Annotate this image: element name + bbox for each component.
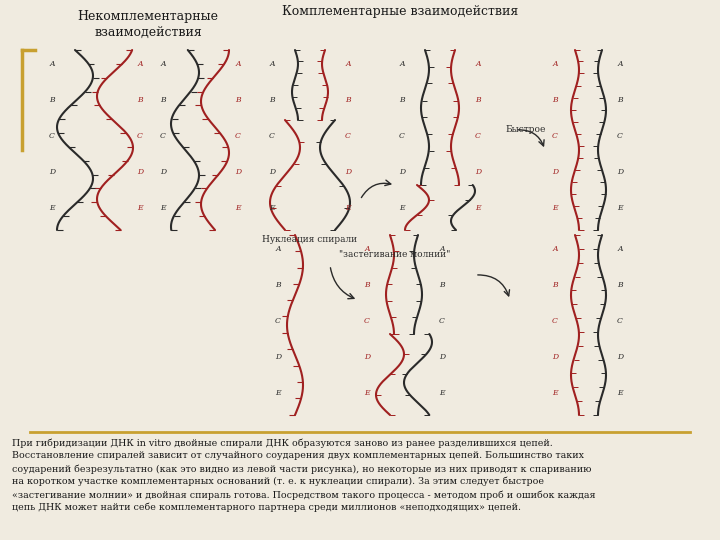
Text: B: B: [235, 97, 240, 104]
Text: D: D: [617, 168, 623, 177]
Text: C: C: [399, 132, 405, 140]
Text: соударений безрезультатно (как это видно из левой части рисунка), но некоторые и: соударений безрезультатно (как это видно…: [12, 464, 591, 474]
Text: A: A: [617, 60, 623, 69]
Text: "застегивание молнии": "застегивание молнии": [339, 250, 451, 259]
Text: B: B: [275, 281, 281, 289]
Text: E: E: [617, 205, 623, 212]
Text: При гибридизации ДНК in vitro двойные спирали ДНК образуются заново из ранее раз: При гибридизации ДНК in vitro двойные сп…: [12, 438, 553, 448]
Text: E: E: [552, 389, 558, 397]
Text: Комплементарные взаимодействия: Комплементарные взаимодействия: [282, 5, 518, 18]
Text: E: E: [439, 389, 445, 397]
Text: C: C: [275, 318, 281, 326]
Text: C: C: [269, 132, 275, 140]
Text: E: E: [475, 205, 481, 212]
Text: B: B: [269, 97, 275, 104]
Text: B: B: [475, 97, 481, 104]
Text: A: A: [346, 60, 351, 69]
Text: D: D: [364, 353, 370, 361]
Text: B: B: [617, 281, 623, 289]
Text: B: B: [399, 97, 405, 104]
Text: D: D: [235, 168, 241, 177]
Text: C: C: [552, 318, 558, 326]
Text: на коротком участке комплементарных оснований (т. е. к нуклеации спирали). За эт: на коротком участке комплементарных осно…: [12, 477, 544, 487]
Text: D: D: [137, 168, 143, 177]
Text: A: A: [138, 60, 143, 69]
Text: C: C: [617, 318, 623, 326]
Text: C: C: [617, 132, 623, 140]
Text: A: A: [49, 60, 55, 69]
Text: D: D: [345, 168, 351, 177]
Text: C: C: [552, 132, 558, 140]
Text: D: D: [49, 168, 55, 177]
Text: E: E: [269, 205, 275, 212]
Text: B: B: [364, 281, 370, 289]
Text: Нуклеация спирали: Нуклеация спирали: [262, 235, 358, 244]
Text: D: D: [269, 168, 275, 177]
Text: A: A: [269, 60, 275, 69]
Text: E: E: [345, 205, 351, 212]
Text: E: E: [235, 205, 240, 212]
Text: D: D: [617, 353, 623, 361]
Text: Восстановление спиралей зависит от случайного соударения двух комплементарных це: Восстановление спиралей зависит от случа…: [12, 451, 584, 460]
Text: E: E: [552, 205, 558, 212]
Text: A: A: [364, 245, 370, 253]
Text: D: D: [552, 353, 558, 361]
Text: B: B: [138, 97, 143, 104]
Text: E: E: [138, 205, 143, 212]
Text: D: D: [439, 353, 445, 361]
Text: цепь ДНК может найти себе комплементарного партнера среди миллионов «неподходящи: цепь ДНК может найти себе комплементарно…: [12, 503, 521, 512]
Text: B: B: [160, 97, 166, 104]
Text: B: B: [345, 97, 351, 104]
Text: A: A: [161, 60, 166, 69]
Text: D: D: [399, 168, 405, 177]
Text: B: B: [617, 97, 623, 104]
Text: B: B: [439, 281, 445, 289]
Text: C: C: [364, 318, 370, 326]
Text: E: E: [49, 205, 55, 212]
Text: Быстрое: Быстрое: [505, 125, 545, 134]
Text: D: D: [160, 168, 166, 177]
Text: B: B: [552, 97, 558, 104]
Text: E: E: [617, 389, 623, 397]
Text: C: C: [475, 132, 481, 140]
Text: A: A: [552, 60, 558, 69]
Text: C: C: [160, 132, 166, 140]
Text: «застегивание молнии» и двойная спираль готова. Посредством такого процесса - ме: «застегивание молнии» и двойная спираль …: [12, 490, 595, 500]
Text: Некомплементарные
взаимодействия: Некомплементарные взаимодействия: [78, 10, 218, 39]
Text: A: A: [235, 60, 240, 69]
Text: E: E: [399, 205, 405, 212]
Text: E: E: [160, 205, 166, 212]
Text: D: D: [552, 168, 558, 177]
Text: A: A: [552, 245, 558, 253]
Text: A: A: [400, 60, 405, 69]
Text: C: C: [439, 318, 445, 326]
Text: C: C: [49, 132, 55, 140]
Text: A: A: [475, 60, 481, 69]
Text: C: C: [137, 132, 143, 140]
Text: C: C: [345, 132, 351, 140]
Text: A: A: [275, 245, 281, 253]
Text: D: D: [475, 168, 481, 177]
Text: A: A: [617, 245, 623, 253]
Text: D: D: [275, 353, 281, 361]
Text: B: B: [552, 281, 558, 289]
Text: A: A: [439, 245, 445, 253]
Text: E: E: [275, 389, 281, 397]
Text: B: B: [49, 97, 55, 104]
Text: E: E: [364, 389, 370, 397]
Text: C: C: [235, 132, 241, 140]
